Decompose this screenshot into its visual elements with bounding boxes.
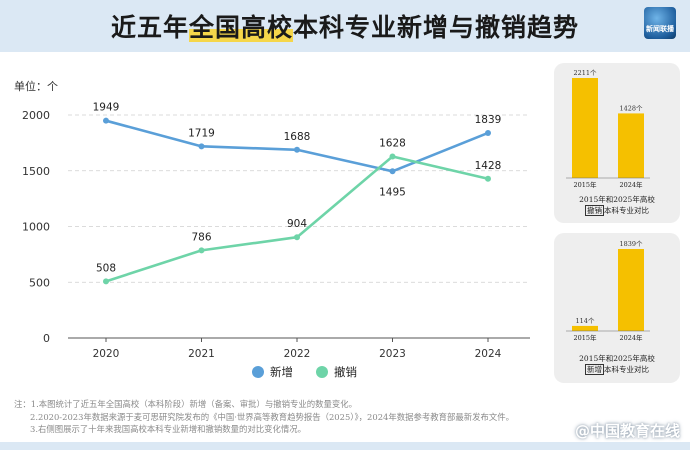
data-label: 508 [96,262,116,274]
removed-comparison-caption: 2015年和2025年高校 撤销 本科专业对比 [554,194,680,216]
data-point [485,129,491,136]
x-tick-label: 2024 [475,348,502,360]
added-comparison-caption: 2015年和2025年高校 新增 本科专业对比 [554,353,680,375]
bar [572,325,598,331]
y-tick-label: 2000 [22,109,50,122]
bottom-bar [0,442,690,450]
bar [572,78,598,178]
bar-category-label: 2015年 [573,180,597,189]
data-label: 1949 [93,102,120,114]
added-comparison-chart: 114个 2015年 1839个 2024年 [566,240,650,341]
x-tick-label: 2022 [284,348,311,360]
removed-comparison-chart: 2211个 2015年 1428个 2024年 [566,69,650,189]
caption-line-1: 2015年和2025年高校 [579,195,655,204]
data-point [294,234,300,241]
legend-label: 新增 [270,365,293,379]
bar-value-label: 1428个 [619,104,643,112]
line-chart: 单位：个 0 500 1000 1500 2000 2020 2021 2022 2023 2024… [14,79,530,379]
x-tick-label: 2023 [379,348,406,360]
y-tick-label: 500 [29,276,50,289]
title-highlight: 全国高校 [188,13,293,42]
caption-boxed-word: 新增 [585,364,604,375]
footnote-2: 2.2020-2023年数据来源于麦可思研究院发布的《中国·世界高等教育趋势报告… [30,411,514,422]
bar-value-label: 2211个 [573,69,597,77]
data-point [103,117,109,124]
data-point [198,143,205,150]
bar-value-label: 1839个 [619,240,643,248]
bar-category-label: 2015年 [573,333,597,341]
data-point [389,153,396,160]
legend-marker [252,366,264,378]
y-tick-label: 0 [43,332,50,345]
caption-line-2: 本科专业对比 [604,206,649,215]
x-tick-label: 2021 [188,348,215,360]
header-bar [0,0,690,52]
data-point [103,278,109,285]
data-label: 1688 [284,131,311,143]
added-comparison-panel: 114个 2015年 1839个 2024年 2015年和2025年高校 新增 本科专业… [554,233,680,383]
y-tick-label: 1000 [22,221,50,234]
bar [618,113,644,178]
legend-label: 撤销 [334,365,357,379]
page-title: 近五年全国高校本科专业新增与撤销趋势 [0,8,690,44]
bar-category-label: 2024年 [619,333,643,341]
bar-value-label: 114个 [576,317,595,325]
removed-comparison-panel: 2211个 2015年 1428个 2024年 2015年和2025年高校 撤销 本科专… [554,63,680,223]
caption-line-2: 本科专业对比 [604,365,649,374]
data-point [294,146,300,153]
data-label: 1628 [379,137,406,149]
data-point [198,247,205,254]
y-tick-label: 1500 [22,165,50,178]
news-logo-icon [644,7,676,39]
footnote-3: 3.右侧图展示了十年来我国高校本科专业新增和撤销数量的对比变化情况。 [30,424,306,434]
data-point [485,175,491,182]
title-part-2: 本科专业新增与撤销趋势 [293,13,580,42]
unit-label: 单位：个 [14,79,58,93]
bar-category-label: 2024年 [619,180,643,189]
data-label: 1839 [475,114,502,126]
caption-line-1: 2015年和2025年高校 [579,354,655,363]
caption-boxed-word: 撤销 [585,205,604,216]
data-point [389,168,396,175]
bar [618,249,644,331]
footnote-1: 注：1.本图统计了近五年全国高校（本科阶段）新增（备案、审批）与撤销专业的数量变… [14,399,357,409]
footnotes: 注：1.本图统计了近五年全国高校（本科阶段）新增（备案、审批）与撤销专业的数量变… [14,398,514,436]
series-line-added [105,119,489,173]
data-label: 786 [191,231,211,243]
data-label: 1428 [475,160,502,172]
data-label: 904 [287,218,307,230]
x-tick-label: 2020 [93,348,120,360]
legend-marker [316,366,328,378]
title-part-1: 近五年 [110,13,189,42]
logo-text: 新闻联播 [646,25,674,33]
watermark: @中国教育在线 [574,422,680,440]
data-label: 1719 [188,127,215,139]
data-label: 1495 [379,186,406,198]
